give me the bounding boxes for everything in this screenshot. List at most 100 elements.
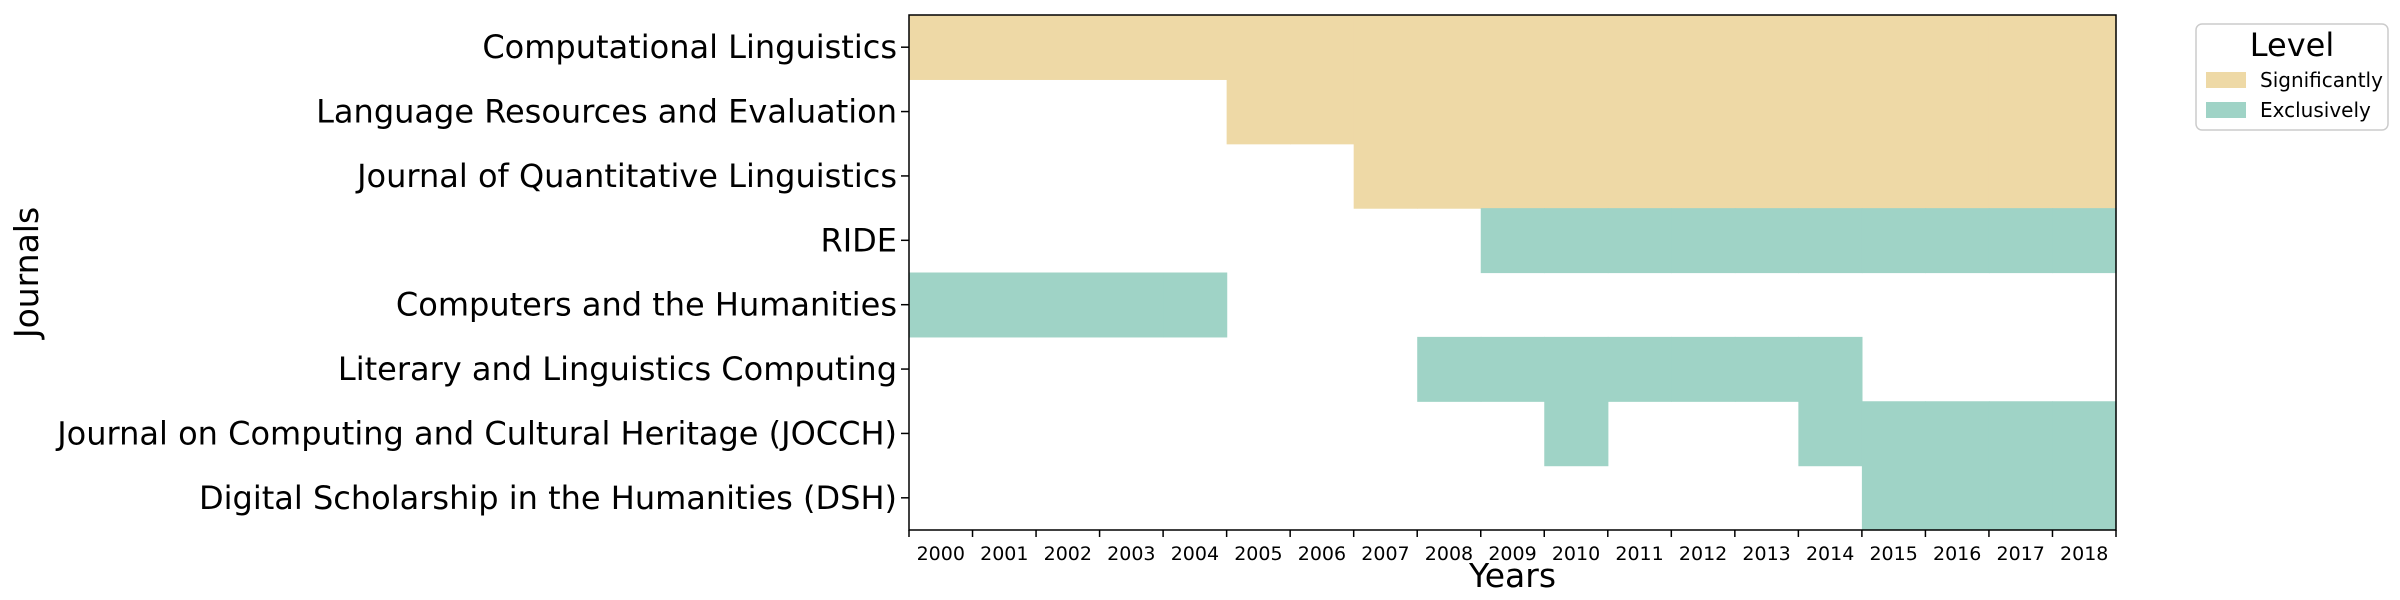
heatmap-cell-computational-linguistics-2004: [1163, 15, 1228, 80]
y-tick-label: Journal on Computing and Cultural Herita…: [55, 414, 897, 452]
heatmap-cell-ride-2013: [1734, 208, 1799, 274]
heatmap-cell-computational-linguistics-2000: [909, 15, 974, 80]
heatmap-cell-language-resources-and-evaluation-2016: [1925, 79, 1990, 145]
y-tick-label: Literary and Linguistics Computing: [338, 350, 897, 388]
x-tick-label: 2005: [1234, 543, 1282, 565]
heatmap-cell-computational-linguistics-2008: [1417, 15, 1482, 80]
x-tick-label: 2003: [1107, 543, 1155, 565]
x-tick-label: 2006: [1298, 543, 1346, 565]
x-axis-title: Years: [1468, 556, 1556, 595]
heatmap-cell-ride-2014: [1798, 208, 1863, 274]
x-tick-label: 2017: [1997, 543, 2045, 565]
legend-label-significantly: Significantly: [2260, 68, 2383, 92]
heatmap-cell-digital-scholarship-in-the-humanities-dsh-2018: [2052, 465, 2117, 531]
heatmap-cell-language-resources-and-evaluation-2010: [1544, 79, 1609, 145]
heatmap-cell-ride-2017: [1988, 208, 2054, 274]
heatmap-cell-computational-linguistics-2011: [1607, 15, 1672, 80]
heatmap-cell-language-resources-and-evaluation-2009: [1480, 79, 1545, 145]
heatmap-cell-computers-and-the-humanities-2000: [909, 272, 974, 338]
heatmap-cell-computational-linguistics-2016: [1925, 15, 1990, 80]
y-tick-label: Language Resources and Evaluation: [316, 93, 897, 131]
heatmap-cell-ride-2011: [1607, 208, 1672, 274]
y-tick-label: RIDE: [820, 221, 897, 259]
heatmap-cell-ride-2016: [1925, 208, 1990, 274]
heatmap-cell-language-resources-and-evaluation-2017: [1988, 79, 2054, 145]
heatmap-cell-journal-of-quantitative-linguistics-2013: [1734, 143, 1799, 209]
heatmap-cell-journal-of-quantitative-linguistics-2016: [1925, 143, 1990, 209]
x-tick-label: 2014: [1806, 543, 1854, 565]
y-tick-label: Computers and the Humanities: [396, 286, 897, 324]
x-tick-label: 2009: [1488, 543, 1536, 565]
heatmap-cell-journal-of-quantitative-linguistics-2014: [1798, 143, 1863, 209]
heatmap-cell-language-resources-and-evaluation-2018: [2052, 79, 2117, 145]
heatmap-cell-journal-on-computing-and-cultural-heritage-jocch-2014: [1798, 401, 1863, 467]
x-tick-label: 2004: [1171, 543, 1219, 565]
heatmap-cell-computers-and-the-humanities-2004: [1163, 272, 1228, 338]
heatmap-cell-computational-linguistics-2006: [1290, 15, 1355, 80]
heatmap-cell-digital-scholarship-in-the-humanities-dsh-2017: [1988, 465, 2054, 531]
heatmap-cell-literary-and-linguistics-computing-2010: [1544, 336, 1609, 402]
heatmap-cell-journal-of-quantitative-linguistics-2015: [1861, 143, 1927, 209]
y-axis-title: Journals: [7, 207, 46, 340]
legend-label-exclusively: Exclusively: [2260, 98, 2371, 122]
heatmap-cell-computational-linguistics-2007: [1353, 15, 1418, 80]
heatmap-cell-journal-of-quantitative-linguistics-2010: [1544, 143, 1609, 209]
x-tick-label: 2016: [1933, 543, 1981, 565]
legend-title: Level: [2250, 26, 2334, 64]
x-tick-label: 2007: [1361, 543, 1409, 565]
heatmap-cell-journal-of-quantitative-linguistics-2011: [1607, 143, 1672, 209]
heatmap-cell-computational-linguistics-2013: [1734, 15, 1799, 80]
heatmap-cell-journal-on-computing-and-cultural-heritage-jocch-2010: [1544, 401, 1609, 467]
heatmap-cell-computational-linguistics-2012: [1671, 15, 1736, 80]
heatmap-cell-journal-of-quantitative-linguistics-2009: [1480, 143, 1545, 209]
heatmap-cell-computational-linguistics-2017: [1988, 15, 2054, 80]
heatmap-cell-language-resources-and-evaluation-2005: [1226, 79, 1291, 145]
heatmap-cell-literary-and-linguistics-computing-2008: [1417, 336, 1482, 402]
x-tick-label: 2015: [1869, 543, 1917, 565]
heatmap-cell-language-resources-and-evaluation-2006: [1290, 79, 1355, 145]
legend-swatch-exclusively: [2206, 102, 2246, 118]
legend-entries: Significantly Exclusively: [2206, 68, 2383, 122]
heatmap-cell-language-resources-and-evaluation-2015: [1861, 79, 1927, 145]
heatmap-cell-journal-of-quantitative-linguistics-2007: [1353, 143, 1418, 209]
x-axis: 2000 2001 2002 2003 2004 2005 2006 2007 2008 2009…: [908, 530, 2117, 565]
heatmap-cell-computational-linguistics-2010: [1544, 15, 1609, 80]
x-tick-label: 2011: [1615, 543, 1663, 565]
heatmap-cell-computational-linguistics-2005: [1226, 15, 1291, 80]
heatmap-cell-journal-of-quantitative-linguistics-2018: [2052, 143, 2117, 209]
heatmap-cell-literary-and-linguistics-computing-2013: [1734, 336, 1799, 402]
heatmap-cell-language-resources-and-evaluation-2014: [1798, 79, 1863, 145]
heatmap-cell-computational-linguistics-2002: [1036, 15, 1101, 80]
heatmap-cell-computers-and-the-humanities-2001: [972, 272, 1037, 338]
heatmap-cell-journal-on-computing-and-cultural-heritage-jocch-2017: [1988, 401, 2054, 467]
heatmap-cell-computational-linguistics-2014: [1798, 15, 1863, 80]
heatmap-cell-journal-of-quantitative-linguistics-2008: [1417, 143, 1482, 209]
heatmap-cell-ride-2010: [1544, 208, 1609, 274]
heatmap-cell-language-resources-and-evaluation-2007: [1353, 79, 1418, 145]
heatmap-cell-journal-on-computing-and-cultural-heritage-jocch-2015: [1861, 401, 1927, 467]
heatmap-cell-language-resources-and-evaluation-2012: [1671, 79, 1736, 145]
heatmap-cell-journal-of-quantitative-linguistics-2017: [1988, 143, 2054, 209]
x-tick-label: 2001: [980, 543, 1028, 565]
legend: Level Significantly Exclusively: [2195, 23, 2389, 131]
heatmap-cell-ride-2012: [1671, 208, 1736, 274]
x-tick-label: 2018: [2060, 543, 2108, 565]
heatmap-cell-ride-2009: [1480, 208, 1545, 274]
heatmap-cell-computers-and-the-humanities-2002: [1036, 272, 1101, 338]
heatmap-cell-language-resources-and-evaluation-2013: [1734, 79, 1799, 145]
y-axis: Computational Linguistics Language Resour…: [55, 28, 909, 517]
heatmap-cell-computational-linguistics-2003: [1099, 15, 1164, 80]
heatmap-cell-digital-scholarship-in-the-humanities-dsh-2016: [1925, 465, 1990, 531]
heatmap-cell-literary-and-linguistics-computing-2011: [1607, 336, 1672, 402]
heatmap-cell-ride-2015: [1861, 208, 1927, 274]
heatmap-cell-journal-on-computing-and-cultural-heritage-jocch-2018: [2052, 401, 2117, 467]
heatmap-cell-language-resources-and-evaluation-2008: [1417, 79, 1482, 145]
x-tick-label: 2012: [1679, 543, 1727, 565]
plot-frame: [908, 14, 2117, 531]
heatmap-cell-ride-2018: [2052, 208, 2117, 274]
x-tick-label: 2002: [1044, 543, 1092, 565]
x-tick-label: 2013: [1742, 543, 1790, 565]
heatmap-cell-journal-on-computing-and-cultural-heritage-jocch-2016: [1925, 401, 1990, 467]
heatmap-cell-digital-scholarship-in-the-humanities-dsh-2015: [1861, 465, 1927, 531]
